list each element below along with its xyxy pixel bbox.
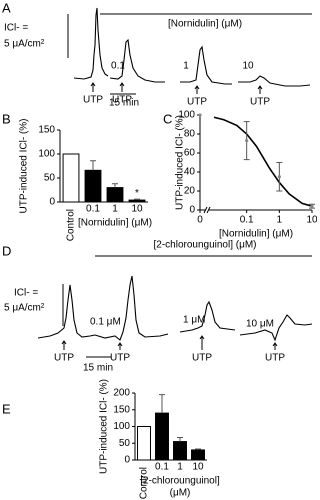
scale-label: ICl- = — [4, 23, 28, 34]
error-bar — [112, 183, 118, 188]
time-label: 15 min — [83, 363, 113, 374]
x-tick-label: Control — [66, 209, 77, 241]
bar — [128, 199, 146, 203]
y-tick-label: 0 — [49, 197, 55, 208]
x-axis-label: [Nornidulin] (μM) — [78, 218, 152, 229]
scale-value: 5 μA/cm² — [4, 39, 45, 50]
x-axis-label: (μM) — [170, 488, 191, 499]
stimulus-label: UTP — [83, 95, 103, 106]
bar — [84, 169, 102, 203]
bar — [191, 449, 205, 461]
bar — [137, 426, 151, 461]
y-tick-label: 50 — [44, 173, 56, 184]
scale-value: 5 μA/cm² — [4, 303, 45, 314]
y-tick-label: 20 — [184, 186, 196, 197]
panel-letter: E — [2, 401, 11, 416]
panel-letter: A — [2, 0, 11, 15]
dose-label: 0.1 — [111, 61, 125, 72]
error-bar — [177, 437, 183, 442]
x-axis-label: [2-chlorounguinol] — [140, 476, 220, 487]
bar — [155, 412, 169, 461]
y-tick-label: 0 — [189, 205, 195, 216]
x-tick-label: 10 — [306, 215, 317, 226]
dose-label: 1 μM — [183, 315, 205, 326]
panel-letter: B — [2, 111, 11, 126]
trace — [94, 275, 169, 341]
point — [277, 175, 281, 179]
y-tick-label: 100 — [38, 149, 55, 160]
point — [310, 204, 314, 208]
trace — [37, 284, 96, 339]
error-bar — [134, 198, 140, 201]
y-tick-label: 50 — [119, 438, 131, 449]
point — [245, 139, 249, 143]
y-tick-label: 150 — [113, 404, 130, 415]
dose-label: 1 — [183, 61, 189, 72]
x-tick-label: 10 — [131, 204, 143, 215]
stimulus-label: UTP — [110, 353, 130, 364]
trace — [179, 300, 236, 333]
error-bar — [195, 448, 201, 450]
arrows — [61, 335, 278, 350]
dose-label: 0.1 μM — [90, 317, 121, 328]
x-tick-label: 1 — [277, 215, 283, 226]
y-tick-label: 200 — [113, 388, 130, 399]
stimulus-label: UTP — [250, 97, 270, 108]
stimulus-label: UTP — [187, 97, 207, 108]
bar — [173, 441, 187, 461]
y-axis-label: UTP-induced ICl- (%) — [175, 115, 186, 210]
dose-label: 10 — [242, 61, 254, 72]
x-tick-label: 1 — [112, 204, 118, 215]
error-bar — [90, 160, 96, 171]
trace — [239, 314, 313, 342]
y-tick-label: 100 — [113, 421, 130, 432]
dose-label: 10 μM — [246, 319, 274, 330]
x-tick-label: 1 — [177, 462, 183, 473]
x-tick-label: 0.1 — [155, 462, 169, 473]
y-tick-label: 0 — [124, 455, 130, 466]
treatment-label: [2-chlorounguinol] (μM) — [153, 240, 256, 251]
trace — [109, 38, 165, 83]
arrows — [90, 82, 263, 94]
y-tick-label: 150 — [38, 125, 55, 136]
y-tick-label: 60 — [184, 148, 196, 159]
treatment-label: [Nornidulin] (μM) — [168, 19, 242, 30]
trace — [73, 7, 109, 80]
annotation: * — [135, 188, 139, 199]
bar — [62, 153, 80, 203]
trace — [238, 75, 311, 87]
stimulus-label: UTP — [265, 353, 285, 364]
time-label: 15 min — [109, 98, 139, 109]
y-tick-label: 40 — [184, 167, 196, 178]
axis-break — [203, 206, 211, 214]
y-axis-label: UTP-induced ICl- (%) — [99, 379, 110, 474]
panel-letter: D — [2, 243, 11, 258]
y-axis-label: UTP-induced ICl- (%) — [19, 118, 30, 213]
error-bar — [159, 394, 165, 414]
scale-label: ICl- = — [14, 288, 38, 299]
y-tick-label: 80 — [184, 129, 196, 140]
trace — [180, 45, 232, 85]
stimulus-label: UTP — [112, 95, 132, 106]
panel-letter: C — [163, 111, 172, 126]
x-axis-label: [Nornidulin] (μM) — [219, 229, 293, 240]
stimulus-label: UTP — [54, 353, 74, 364]
bar — [106, 187, 124, 203]
stimulus-label: UTP — [192, 353, 212, 364]
x-tick-label: 0.1 — [86, 204, 100, 215]
x-tick-label: 0.1 — [240, 215, 254, 226]
point — [198, 113, 202, 117]
x-tick-label: Control — [139, 467, 150, 499]
x-tick-label: 10 — [192, 462, 204, 473]
x-tick-label: 0 — [197, 215, 203, 226]
fit-curve — [213, 116, 313, 207]
y-tick-label: 100 — [178, 110, 195, 121]
